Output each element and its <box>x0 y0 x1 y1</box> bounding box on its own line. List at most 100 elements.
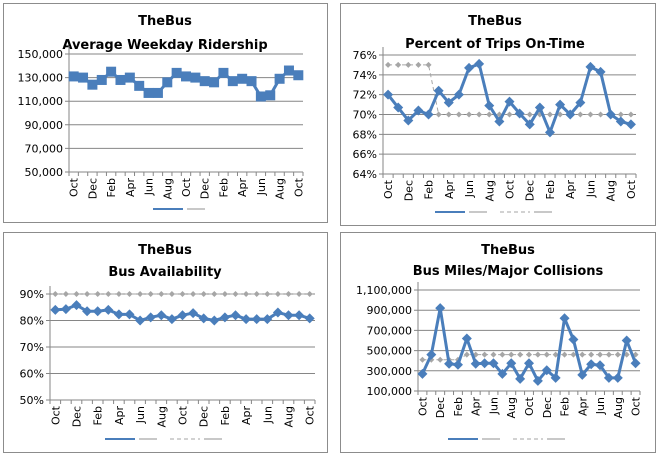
data-point <box>526 111 533 118</box>
x-tick-label: Apr <box>470 397 483 417</box>
data-point <box>113 309 124 320</box>
data-point <box>461 333 472 344</box>
chart-title: Bus Availability <box>108 265 222 280</box>
data-point <box>152 87 163 98</box>
data-point <box>405 61 412 68</box>
data-point <box>82 306 93 317</box>
data-point <box>227 76 238 87</box>
x-tick-label: Dec <box>402 180 415 201</box>
data-point <box>595 66 606 77</box>
data-point <box>463 351 470 358</box>
data-point <box>105 291 112 297</box>
data-point <box>474 58 485 69</box>
x-tick-label: Apr <box>236 178 249 198</box>
data-point <box>68 71 79 82</box>
data-point <box>577 369 588 380</box>
data-point <box>272 307 283 318</box>
chart-title: TheBus <box>138 243 192 258</box>
data-point <box>575 97 586 108</box>
data-point <box>283 65 294 76</box>
data-point <box>597 111 604 118</box>
x-tick-label: Oct <box>292 177 305 197</box>
data-point <box>587 111 594 118</box>
x-tick-label: Aug <box>483 180 496 201</box>
data-point <box>237 73 248 84</box>
data-point <box>532 375 543 386</box>
data-point <box>444 358 455 369</box>
data-point <box>506 111 513 118</box>
data-point <box>50 304 61 315</box>
data-point <box>615 116 626 127</box>
x-tick-label: Jun <box>584 180 597 198</box>
y-tick-label: 150,000 <box>18 48 64 61</box>
x-tick-label: Oct <box>625 179 638 199</box>
x-tick-label: Feb <box>423 180 436 199</box>
data-point <box>445 111 452 118</box>
data-point <box>524 119 535 130</box>
x-tick-label: Oct <box>49 405 62 425</box>
x-tick-label: Oct <box>523 396 536 416</box>
chart-1: TheBus Average Weekday Ridership 50,000 70,… <box>3 3 328 223</box>
data-point <box>426 349 437 360</box>
data-point <box>417 368 428 379</box>
data-point <box>550 372 561 383</box>
data-point <box>565 109 576 120</box>
data-point <box>62 291 69 297</box>
y-tick-label: 80% <box>20 315 44 328</box>
data-point <box>218 67 229 78</box>
chart-title: TheBus <box>481 243 535 258</box>
data-point <box>544 127 555 138</box>
y-tick-label: 70,000 <box>25 142 64 155</box>
x-tick-label: Jun <box>143 178 156 196</box>
data-point <box>515 373 526 384</box>
x-tick-label: Dec <box>86 178 99 199</box>
y-tick-label: 66% <box>353 148 377 161</box>
x-tick-label: Jun <box>255 178 268 196</box>
y-tick-label: 70% <box>20 341 44 354</box>
x-tick-label: Apr <box>576 397 589 417</box>
x-tick-label: Aug <box>283 406 296 427</box>
y-tick-label: 72% <box>353 89 377 102</box>
data-point <box>166 314 177 325</box>
y-tick-label: 50% <box>20 394 44 407</box>
x-tick-label: Aug <box>274 178 287 199</box>
x-tick-label: Aug <box>605 180 618 201</box>
x-tick-label: Feb <box>217 178 230 197</box>
data-point <box>541 365 552 376</box>
data-point <box>517 351 524 358</box>
data-point <box>453 89 464 100</box>
x-tick-label: Aug <box>155 406 168 427</box>
data-point <box>283 310 294 321</box>
data-point <box>306 291 313 297</box>
data-point <box>190 291 197 297</box>
x-tick-label: Apr <box>113 406 126 426</box>
data-point <box>470 358 481 369</box>
data-point <box>168 291 175 297</box>
data-point <box>555 99 566 110</box>
data-point <box>481 351 488 358</box>
y-tick-label: 100,000 <box>367 385 413 398</box>
y-tick-label: 90% <box>20 288 44 301</box>
data-point <box>433 85 444 96</box>
data-point <box>190 72 201 83</box>
x-tick-label: Dec <box>541 397 554 418</box>
y-tick-label: 130,000 <box>18 72 64 85</box>
chart-border <box>3 3 328 223</box>
data-point <box>134 80 145 91</box>
data-point <box>605 351 612 358</box>
data-point <box>419 356 426 363</box>
data-point <box>464 62 475 73</box>
data-point <box>559 313 570 324</box>
data-point <box>452 359 463 370</box>
data-point <box>486 111 493 118</box>
x-tick-label: Oct <box>304 405 317 425</box>
data-point <box>156 310 167 321</box>
y-tick-label: 900,000 <box>367 304 413 317</box>
data-point <box>494 116 505 127</box>
y-tick-label: 74% <box>353 69 377 82</box>
data-point <box>627 111 634 118</box>
data-point <box>124 309 135 320</box>
x-tick-label: Oct <box>630 396 643 416</box>
data-point <box>499 351 506 358</box>
